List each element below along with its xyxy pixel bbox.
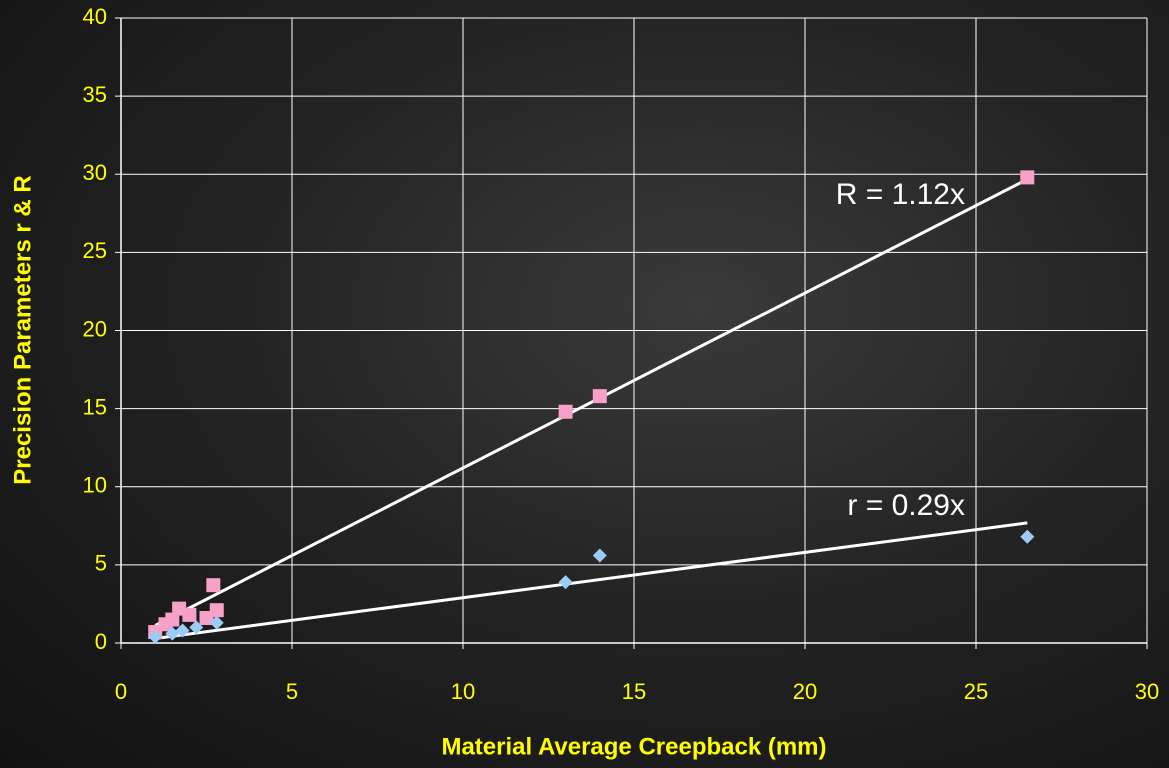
y-tick-label: 0 [95,629,107,654]
y-tick-label: 20 [83,316,107,341]
marker [209,615,224,630]
x-axis-title: Material Average Creepback (mm) [441,733,826,760]
marker [1020,170,1035,185]
x-tick-label: 5 [286,679,298,704]
marker [189,620,204,635]
trendline [154,177,1028,627]
marker [592,389,607,404]
marker [206,578,221,593]
y-tick-label: 15 [83,394,107,419]
x-tick-label: 20 [793,679,817,704]
y-tick-label: 40 [83,4,107,29]
marker [558,575,573,590]
marker [182,607,197,622]
marker [148,629,163,644]
y-tick-label: 35 [83,82,107,107]
marker [165,626,180,641]
y-tick-label: 10 [83,473,107,498]
x-tick-label: 15 [622,679,646,704]
marker [209,603,224,618]
y-tick-label: 25 [83,238,107,263]
marker [558,404,573,419]
marker [1020,529,1035,544]
x-tick-label: 30 [1135,679,1159,704]
marker [175,623,190,638]
y-axis-title: Precision Parameters r & R [9,175,36,484]
marker [592,548,607,563]
trendline-label: R = 1.12x [836,178,965,211]
trendline-label: r = 0.29x [847,489,965,522]
marker [165,612,180,627]
x-tick-label: 0 [115,679,127,704]
y-tick-label: 30 [83,160,107,185]
x-tick-label: 25 [964,679,988,704]
trendline [155,521,1028,640]
x-tick-label: 10 [451,679,475,704]
y-tick-label: 5 [95,551,107,576]
